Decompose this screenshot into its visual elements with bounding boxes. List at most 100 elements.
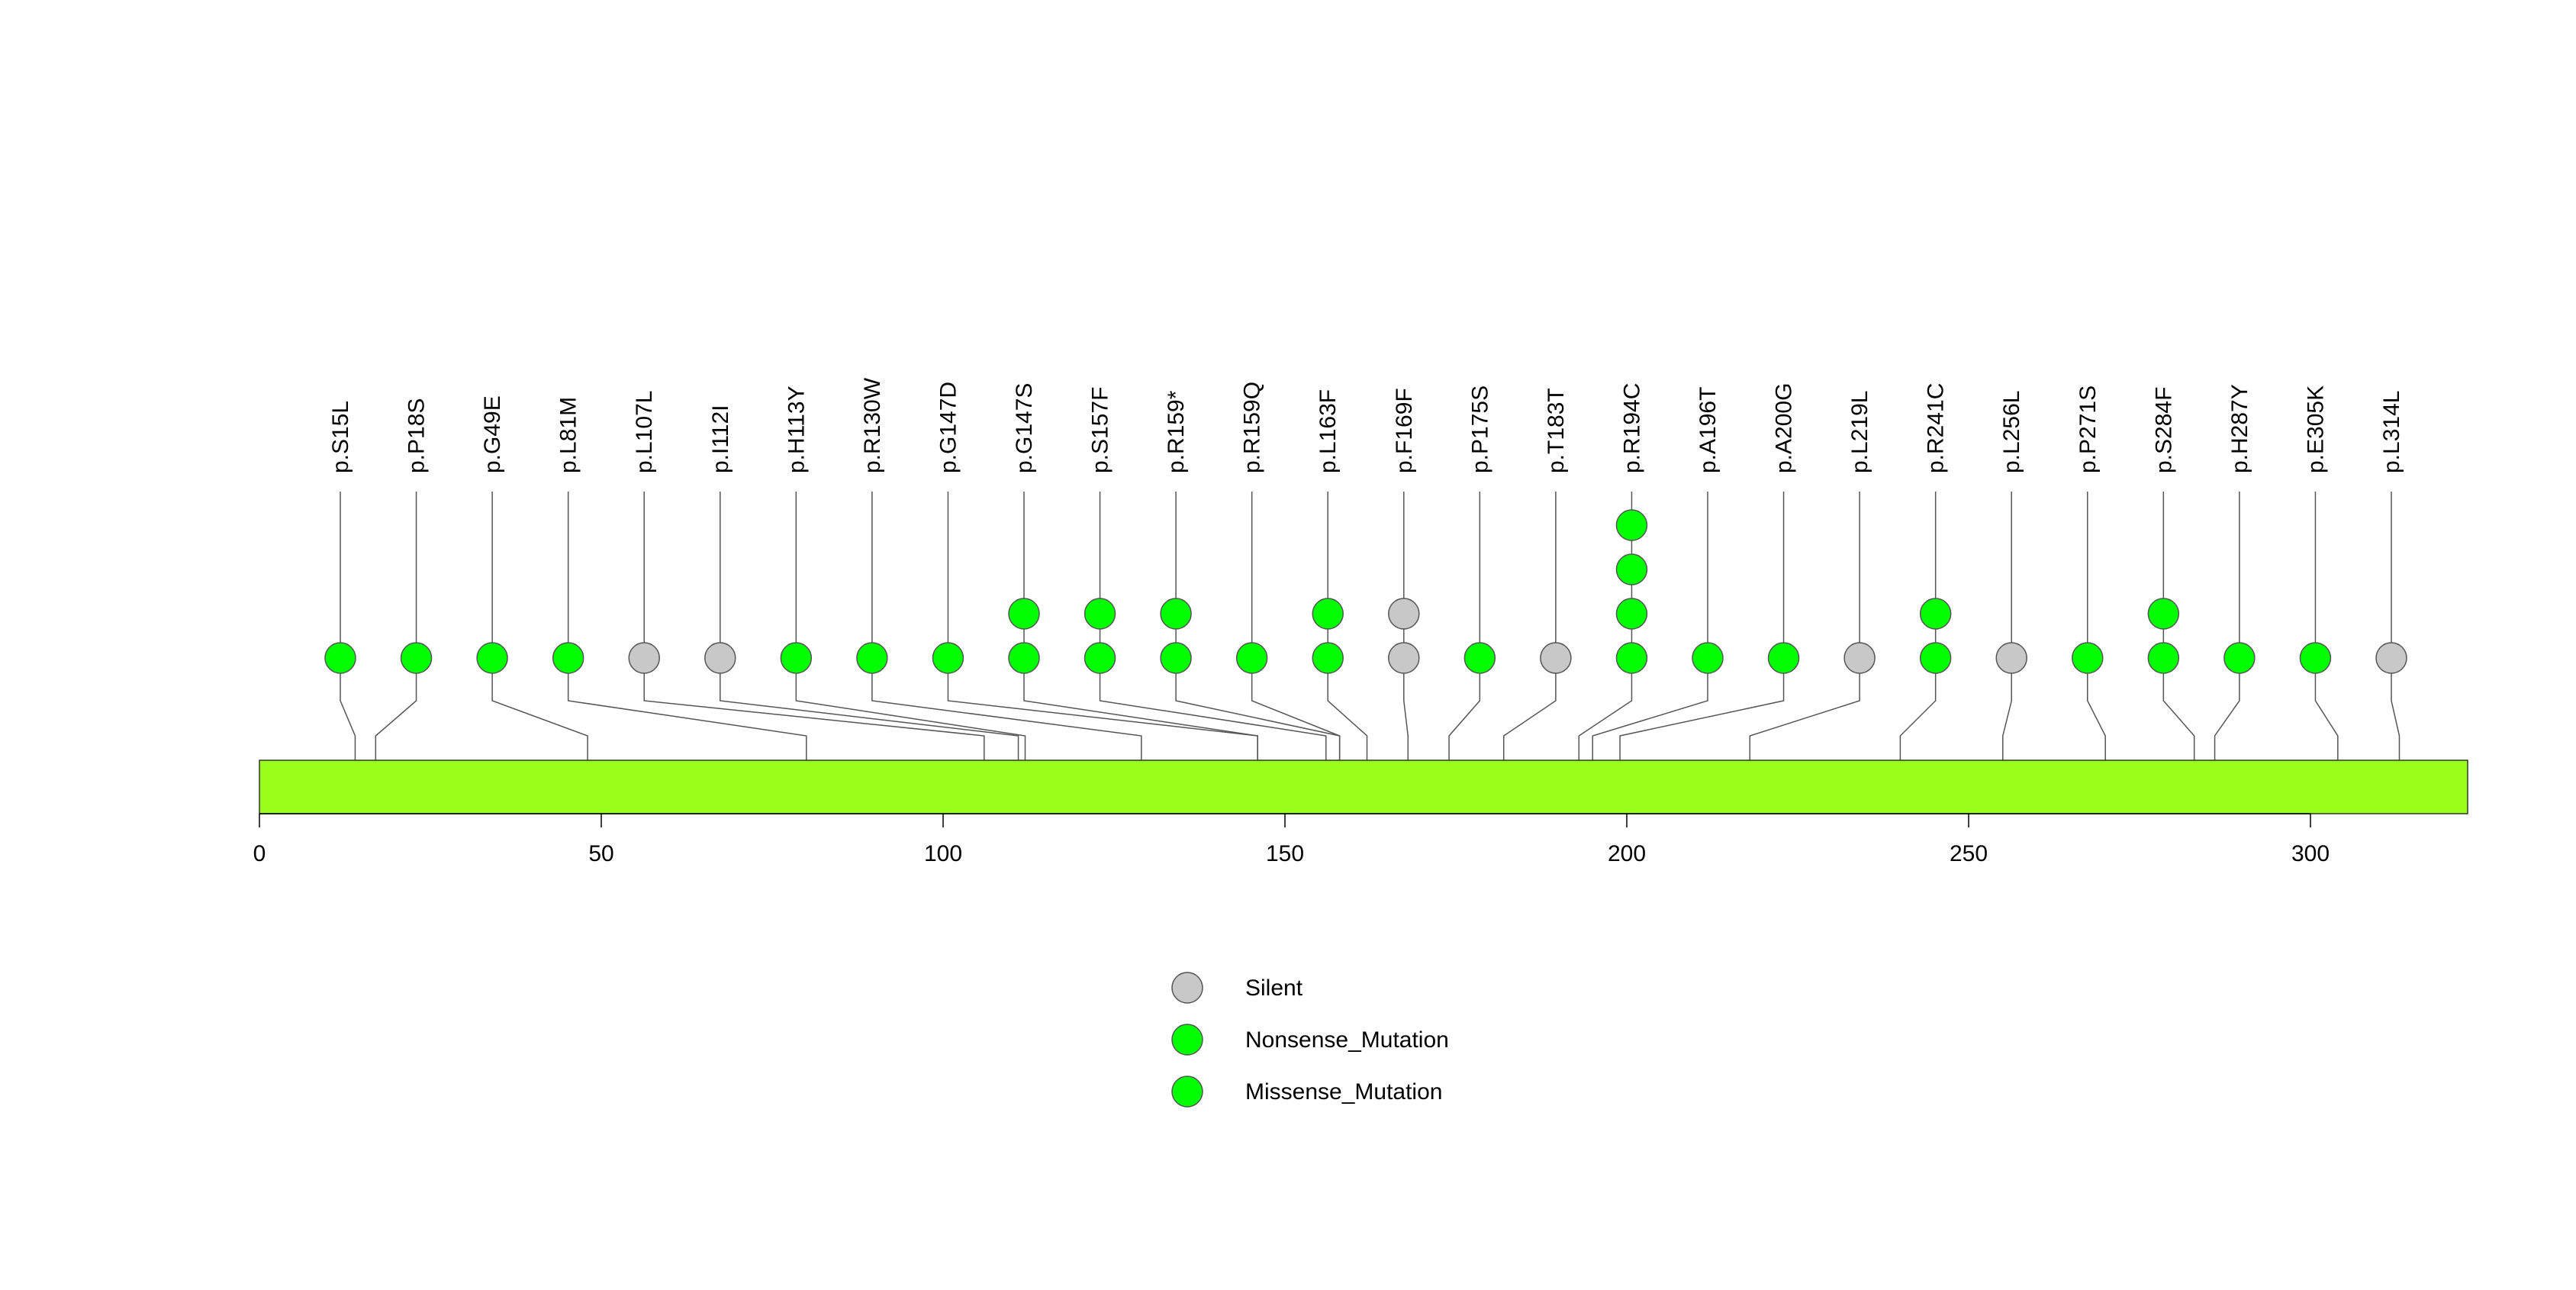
position-connector (1502, 658, 1557, 760)
position-connector (567, 658, 807, 760)
position-connector (643, 658, 985, 760)
mutation-point (2299, 642, 2332, 674)
mutation-label: p.P18S (404, 398, 430, 473)
mutation-label: p.L107L (632, 391, 657, 473)
mutation-point (1767, 642, 1800, 674)
mutation-point (1312, 642, 1344, 674)
mutation-label: p.R241C (1924, 383, 1949, 473)
position-connector (2162, 658, 2195, 760)
mutation-point (2147, 598, 2180, 630)
mutation-point (1008, 598, 1040, 630)
mutation-point (704, 642, 736, 674)
x-axis-tick-label: 150 (1266, 841, 1304, 866)
position-connector (720, 658, 1019, 760)
position-connector (1327, 658, 1368, 760)
x-axis-tick-label: 300 (2291, 841, 2330, 866)
mutation-label: p.G49E (480, 395, 505, 473)
position-connector (1403, 658, 1409, 760)
mutation-point (324, 642, 356, 674)
position-connector (2214, 658, 2240, 760)
mutation-label: p.E305K (2303, 385, 2328, 473)
mutation-point (780, 642, 813, 674)
x-axis-tick-label: 50 (588, 841, 613, 866)
mutation-label: p.L81M (556, 397, 581, 473)
x-axis-tick-label: 250 (1950, 841, 1988, 866)
position-connector (1592, 658, 1708, 760)
mutation-point (1615, 509, 1648, 541)
position-connector (1749, 658, 1860, 760)
mutation-point (1312, 598, 1344, 630)
mutation-point (1615, 642, 1648, 674)
mutation-lollipops (324, 509, 2407, 674)
legend-marker (1171, 972, 1203, 1004)
mutation-point (552, 642, 584, 674)
legend-label: Silent (1245, 976, 1303, 1001)
position-connector (340, 658, 356, 760)
legend-marker (1171, 1076, 1203, 1108)
position-connector (1251, 658, 1341, 760)
position-connector (1023, 658, 1258, 760)
mutation-point (932, 642, 964, 674)
position-connector (375, 658, 417, 760)
mutation-point (1463, 642, 1496, 674)
position-connector (1099, 658, 1327, 760)
mutation-point (400, 642, 433, 674)
legend-marker (1171, 1024, 1203, 1056)
mutation-point (1160, 598, 1192, 630)
mutation-label: p.L219L (1847, 391, 1872, 473)
mutation-label: p.G147D (935, 382, 961, 473)
mutation-label: p.R159Q (1240, 382, 1265, 473)
position-connector (2087, 658, 2106, 760)
mutation-point (1235, 642, 1268, 674)
mutation-point (1008, 642, 1040, 674)
mutation-point (1388, 642, 1420, 674)
mutation-point (1919, 642, 1952, 674)
mutation-label: p.R159* (1164, 390, 1189, 473)
position-connector (1578, 658, 1633, 760)
mutation-label: p.A200G (1772, 383, 1797, 473)
mutation-point (1160, 642, 1192, 674)
position-connector (1899, 658, 1937, 760)
mutation-point (2223, 642, 2256, 674)
x-axis-tick-label: 100 (924, 841, 962, 866)
position-connector (2391, 658, 2401, 760)
mutation-label: p.G147S (1012, 383, 1037, 473)
mutation-label: p.F169F (1392, 388, 1417, 473)
mutation-point (2072, 642, 2104, 674)
position-connector (1619, 658, 1785, 760)
mutation-point (1084, 642, 1116, 674)
mutation-point (2375, 642, 2407, 674)
mutation-point (1540, 642, 1572, 674)
position-connector (795, 658, 1026, 760)
mutation-point (1615, 553, 1648, 585)
mutation-label: p.L314L (2379, 391, 2404, 473)
mutation-label: p.S157F (1088, 387, 1113, 473)
mutation-point (1843, 642, 1876, 674)
position-connector (2314, 658, 2339, 760)
mutation-labels: p.S15L p.P18S p.G49E p.L81M p.L107L p.I112I p.… (328, 377, 2404, 473)
mutation-point (1615, 598, 1648, 630)
mutation-label: p.T183T (1544, 388, 1569, 473)
mutation-point (1919, 598, 1952, 630)
mutation-label: p.A196T (1695, 387, 1721, 473)
mutation-point (1692, 642, 1724, 674)
mutation-point (856, 642, 888, 674)
position-connector (2002, 658, 2012, 760)
x-axis-tick-label: 200 (1608, 841, 1646, 866)
position-connector (1448, 658, 1481, 760)
legend: Silent Nonsense_Mutation Missense_Mutation (1171, 972, 1449, 1108)
x-axis: 0 50 100 150 200 250 300 (253, 813, 2330, 866)
mutation-point (1388, 598, 1420, 630)
mutation-label: p.S284F (2151, 387, 2176, 473)
mutation-label: p.H113Y (784, 385, 809, 473)
mutation-label: p.H287Y (2227, 384, 2252, 473)
legend-label: Nonsense_Mutation (1245, 1027, 1449, 1053)
mutation-point (1995, 642, 2027, 674)
mutation-label: p.R194C (1619, 383, 1644, 473)
mutation-point (476, 642, 508, 674)
mutation-label: p.P271S (2075, 385, 2101, 473)
mutation-label: p.S15L (328, 401, 353, 473)
mutation-label: p.I112I (708, 405, 733, 473)
mutation-point (628, 642, 660, 674)
